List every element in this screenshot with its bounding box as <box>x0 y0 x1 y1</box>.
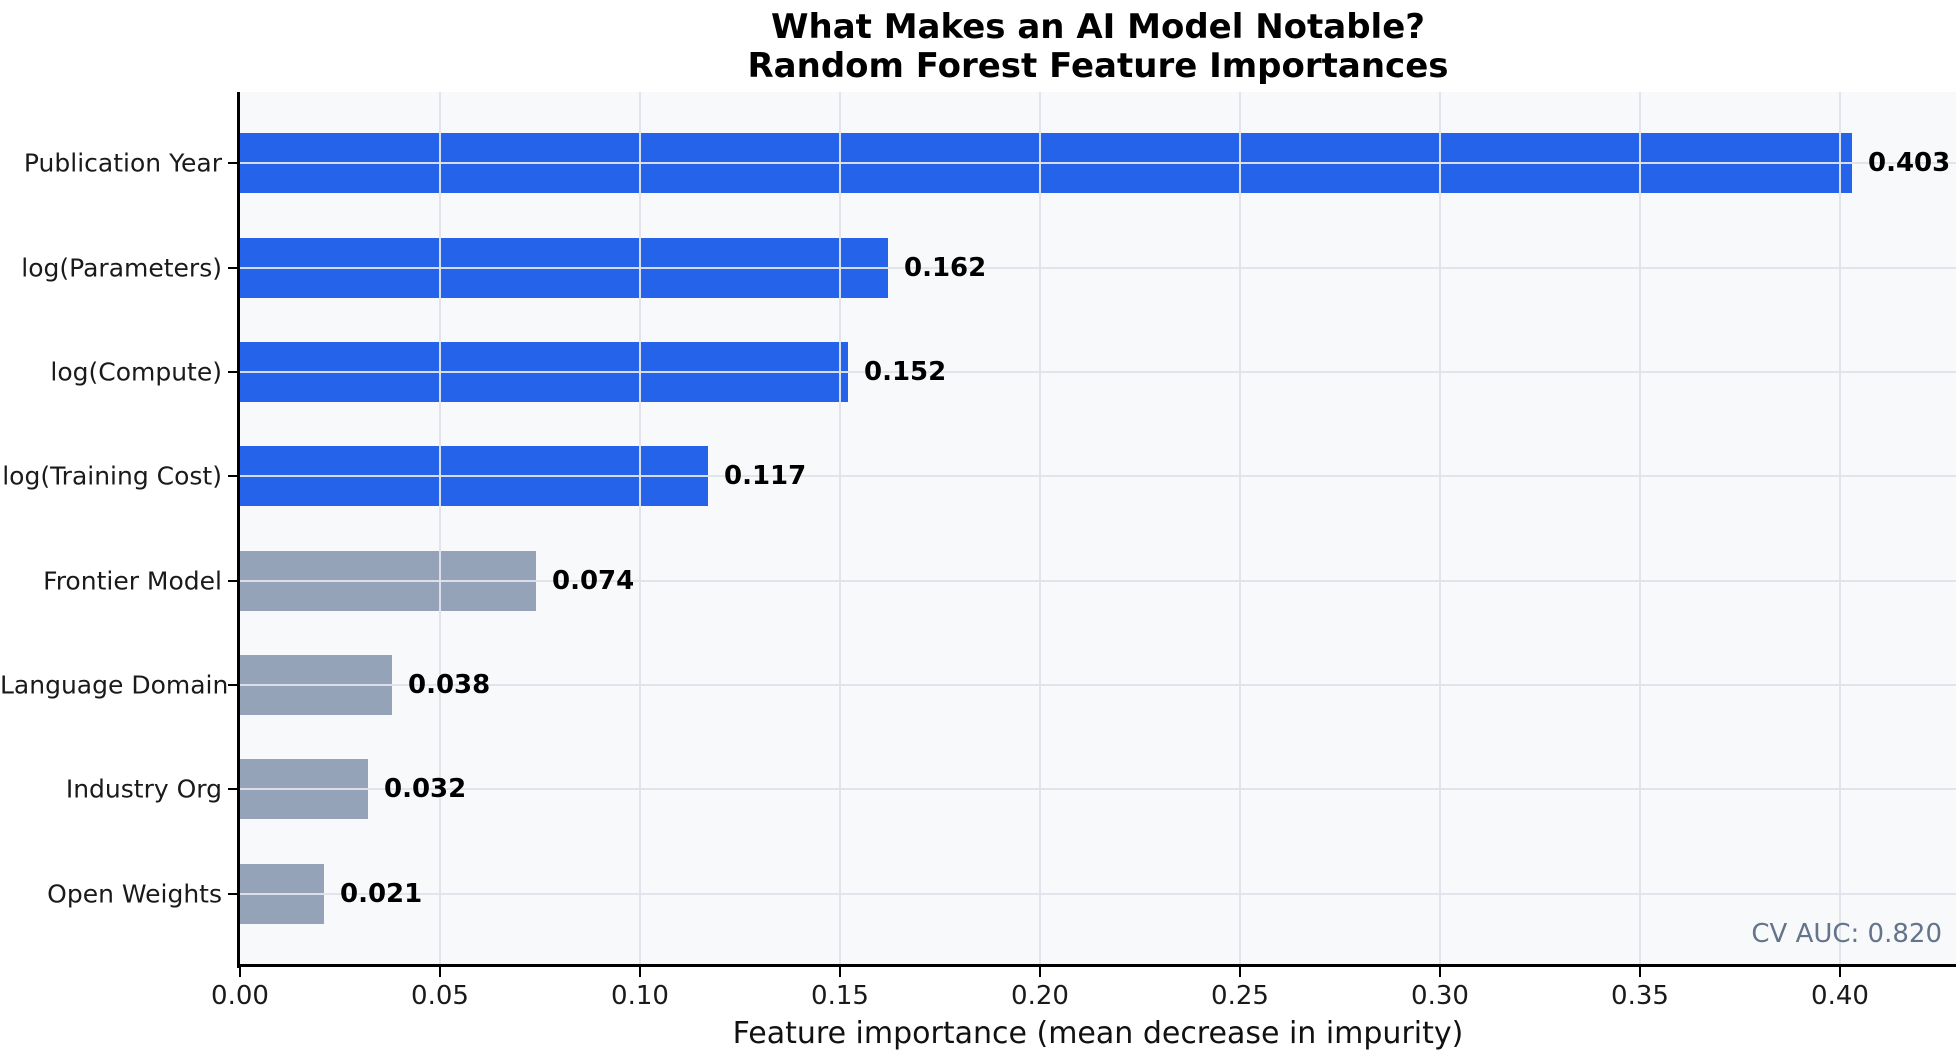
chart-title: What Makes an AI Model Notable? Random F… <box>240 8 1956 86</box>
value-label: 0.403 <box>1868 148 1951 179</box>
x-tick-mark <box>839 967 841 977</box>
y-tick-label: log(Compute) <box>50 357 222 387</box>
y-tick-label: Industry Org <box>65 774 222 804</box>
value-label: 0.038 <box>408 669 491 700</box>
x-tick-label: 0.35 <box>1611 981 1669 1011</box>
x-tick-label: 0.00 <box>211 981 269 1011</box>
value-label: 0.117 <box>724 461 807 492</box>
x-tick-label: 0.10 <box>611 981 669 1011</box>
gridline-horizontal <box>240 371 1956 374</box>
gridline-vertical <box>639 92 641 965</box>
gridline-horizontal <box>240 266 1956 269</box>
gridline-vertical <box>1839 92 1841 965</box>
gridline-vertical <box>1639 92 1641 965</box>
gridline-horizontal <box>240 788 1956 791</box>
y-tick-label: log(Training Cost) <box>2 461 222 491</box>
x-axis-ticks: 0.00 0.05 0.10 0.15 0.20 0.25 0.30 0.35 0.40 <box>211 967 1956 1017</box>
value-label: 0.162 <box>904 252 987 283</box>
chart-title-line2: Random Forest Feature Importances <box>747 46 1449 86</box>
gridline-horizontal <box>240 579 1956 582</box>
gridline-vertical <box>1439 92 1441 965</box>
y-tick-mark <box>228 683 237 686</box>
x-tick-mark <box>1839 967 1841 977</box>
gridline-horizontal <box>240 162 1956 165</box>
x-tick-mark <box>639 967 641 977</box>
y-tick-mark <box>228 579 237 582</box>
x-tick-label: 0.15 <box>811 981 869 1011</box>
x-axis-title: Feature importance (mean decrease in imp… <box>732 1016 1464 1051</box>
value-label: 0.021 <box>340 878 423 909</box>
y-tick-label: Language Domain <box>0 670 229 700</box>
x-tick-label: 0.20 <box>1011 981 1069 1011</box>
value-label: 0.074 <box>551 565 635 596</box>
gridline-horizontal <box>240 683 1956 686</box>
y-axis-spine <box>237 92 240 968</box>
gridline-vertical <box>439 92 441 965</box>
plot-area: 0.403 0.162 0.152 0.117 0.074 0.038 0.032 0.021… <box>240 92 1956 965</box>
value-label: 0.032 <box>384 774 467 805</box>
y-tick-mark <box>228 788 237 791</box>
x-tick-mark <box>1238 967 1241 977</box>
x-axis-spine <box>237 964 1956 967</box>
chart-title-line1: What Makes an AI Model Notable? <box>770 7 1425 47</box>
x-tick-mark <box>439 967 441 977</box>
x-tick-label: 0.40 <box>1811 981 1869 1011</box>
y-tick-label: Frontier Model <box>43 566 222 596</box>
y-tick-mark <box>228 266 237 269</box>
x-tick-mark <box>1639 967 1641 977</box>
gridline-vertical <box>839 92 841 965</box>
x-tick-label: 0.25 <box>1211 981 1269 1011</box>
gridline-vertical <box>1039 92 1041 965</box>
y-tick-label: Publication Year <box>23 148 222 178</box>
value-label: 0.152 <box>864 357 947 388</box>
x-tick-label: 0.30 <box>1411 981 1469 1011</box>
cv-auc-annotation: CV AUC: 0.820 <box>1751 919 1942 949</box>
x-tick-mark <box>239 967 241 977</box>
y-tick-mark <box>228 162 237 165</box>
y-tick-mark <box>228 475 237 478</box>
y-tick-mark <box>228 892 237 895</box>
y-axis-labels: Publication Year log(Parameters) log(Compu… <box>0 92 229 965</box>
x-tick-mark <box>1439 967 1441 977</box>
x-tick-mark <box>1039 967 1041 977</box>
y-tick-mark <box>228 371 237 374</box>
y-tick-label: log(Parameters) <box>21 253 222 283</box>
gridline-horizontal <box>240 892 1956 895</box>
gridline-horizontal <box>240 475 1956 478</box>
gridline-vertical <box>1238 92 1241 965</box>
x-tick-label: 0.05 <box>411 981 469 1011</box>
y-tick-label: Open Weights <box>47 879 222 909</box>
